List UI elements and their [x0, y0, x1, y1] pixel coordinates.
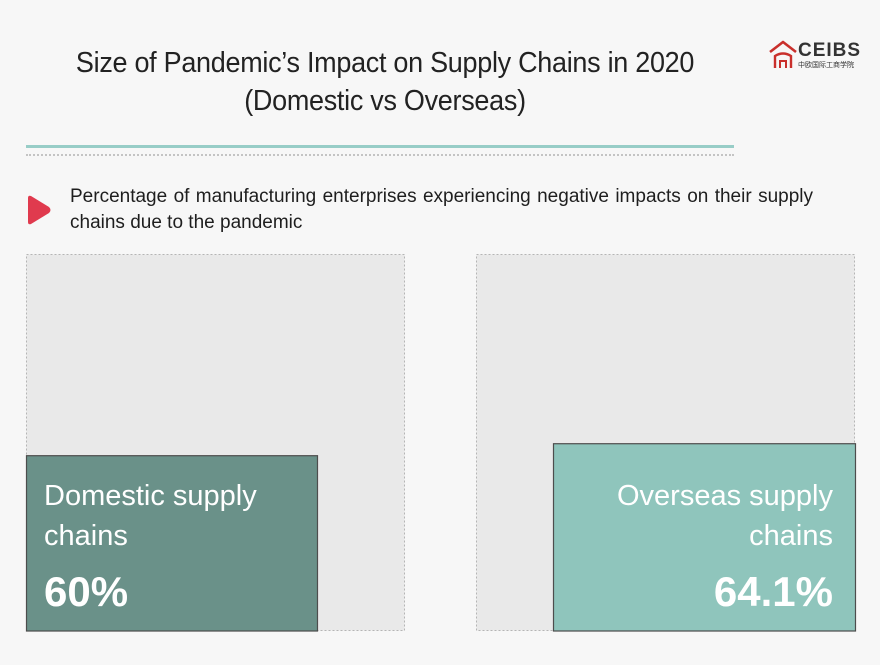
category-label: Overseas supply	[617, 480, 833, 512]
data-label: 64.1%	[714, 568, 833, 615]
category-label: Domestic supply	[44, 480, 257, 512]
data-label: 60%	[44, 568, 128, 615]
category-label: chains	[44, 520, 128, 552]
category-label: chains	[749, 520, 833, 552]
